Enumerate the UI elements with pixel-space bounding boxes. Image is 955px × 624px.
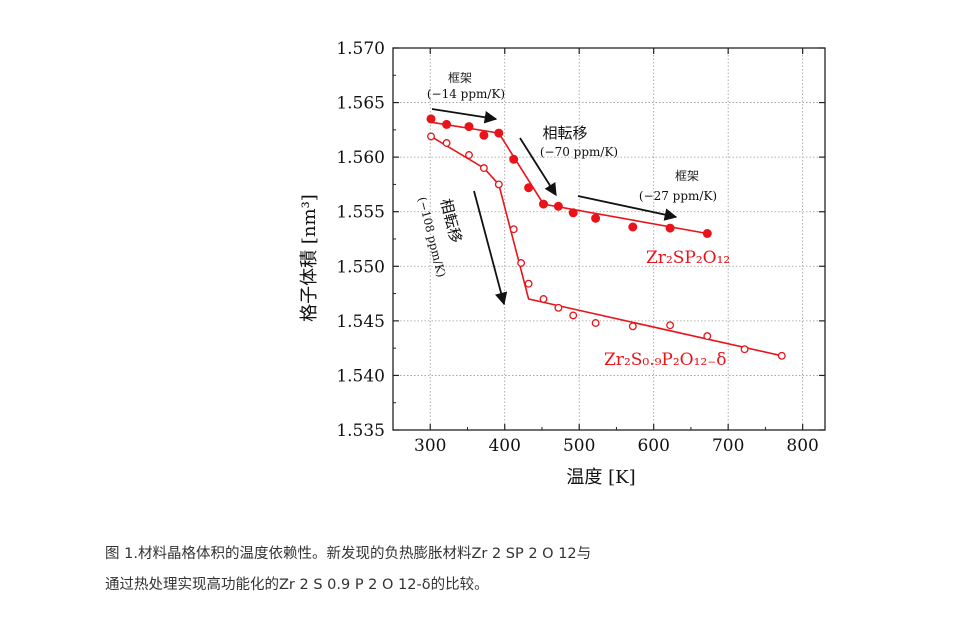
x-tick-label: 800 (786, 436, 818, 456)
phase1-label: 相転移 (542, 124, 587, 142)
framework2-rate: (−27 ppm/K) (639, 189, 717, 203)
data-point-filled (665, 223, 675, 233)
y-tick-label: 1.540 (336, 366, 385, 386)
data-point-open (554, 303, 563, 312)
data-point-filled (509, 154, 519, 164)
data-point-open (509, 225, 518, 234)
framework1-label: 框架 (448, 71, 472, 85)
x-axis-label: 温度 [K] (566, 467, 635, 488)
data-point-open (427, 132, 435, 141)
y-tick-label: 1.545 (336, 312, 385, 332)
framework2-label: 框架 (675, 169, 699, 183)
data-point-open (666, 321, 675, 330)
framework1-arrow (431, 108, 498, 124)
data-point-open (628, 322, 637, 331)
data-point-open (777, 351, 786, 360)
phase1-arrow (519, 137, 557, 197)
axis-ticks (392, 47, 825, 431)
x-tick-label: 600 (637, 436, 669, 456)
y-tick-label: 1.555 (336, 203, 385, 223)
phase2-arrow (473, 190, 508, 306)
tick-labels: 300 400 500 600 700 800 1.535 1.540 1.545 1.550 1.… (336, 39, 819, 456)
data-point-open (740, 345, 749, 354)
caption-line-1: 图 1.材料晶格体积的温度依赖性。新发现的负热膨胀材料Zr 2 SP 2 O 1… (105, 546, 592, 562)
x-tick-label: 300 (414, 436, 446, 456)
data-point-open (703, 332, 712, 341)
data-point-filled (494, 128, 504, 138)
y-tick-label: 1.535 (336, 421, 385, 441)
data-point-filled (426, 114, 436, 124)
data-point-filled (442, 119, 452, 129)
y-tick-label: 1.570 (336, 39, 385, 59)
framework2-arrow (577, 195, 678, 221)
data-point-filled (524, 183, 534, 193)
data-point-filled (628, 222, 638, 232)
data-point-open (524, 279, 533, 288)
phase2-label: 相転移 (437, 197, 465, 245)
data-point-filled (591, 213, 601, 223)
data-point-open (539, 295, 548, 303)
lattice-volume-chart: 300 400 500 600 700 800 1.535 1.540 1.545 1.550 1.… (299, 39, 826, 488)
framework1-rate: (−14 ppm/K) (427, 87, 505, 101)
data-point-open (569, 311, 578, 320)
phase1-rate: (−70 ppm/K) (540, 145, 618, 159)
data-point-filled (479, 130, 489, 140)
data-point-open (591, 319, 600, 327)
series-label-zr2s09p2o12: Zr₂S₀.₉P₂O₁₂₋δ (604, 350, 726, 370)
data-point-filled (553, 201, 563, 211)
data-point-filled (539, 199, 548, 209)
y-tick-label: 1.565 (336, 94, 385, 114)
data-point-filled (702, 229, 712, 238)
x-tick-label: 400 (488, 436, 520, 456)
series-label-zr2sp2o12: Zr₂SP₂O₁₂ (646, 248, 730, 268)
data-point-open (494, 180, 503, 189)
data-points (426, 114, 786, 360)
x-tick-label: 700 (712, 436, 744, 456)
data-point-open (517, 259, 526, 267)
y-axis-label: 格子体積 [nm³] (299, 194, 320, 322)
grid-lines (393, 47, 825, 431)
data-point-open (479, 164, 488, 173)
caption-line-2: 通过热处理实现高功能化的Zr 2 S 0.9 P 2 O 12-δ的比较。 (105, 577, 489, 593)
y-tick-label: 1.550 (336, 257, 385, 277)
data-point-filled (568, 208, 578, 218)
x-tick-label: 500 (563, 436, 595, 456)
y-tick-label: 1.560 (336, 148, 385, 168)
data-point-open (442, 139, 451, 147)
data-point-filled (464, 122, 474, 132)
data-point-open (465, 151, 473, 159)
